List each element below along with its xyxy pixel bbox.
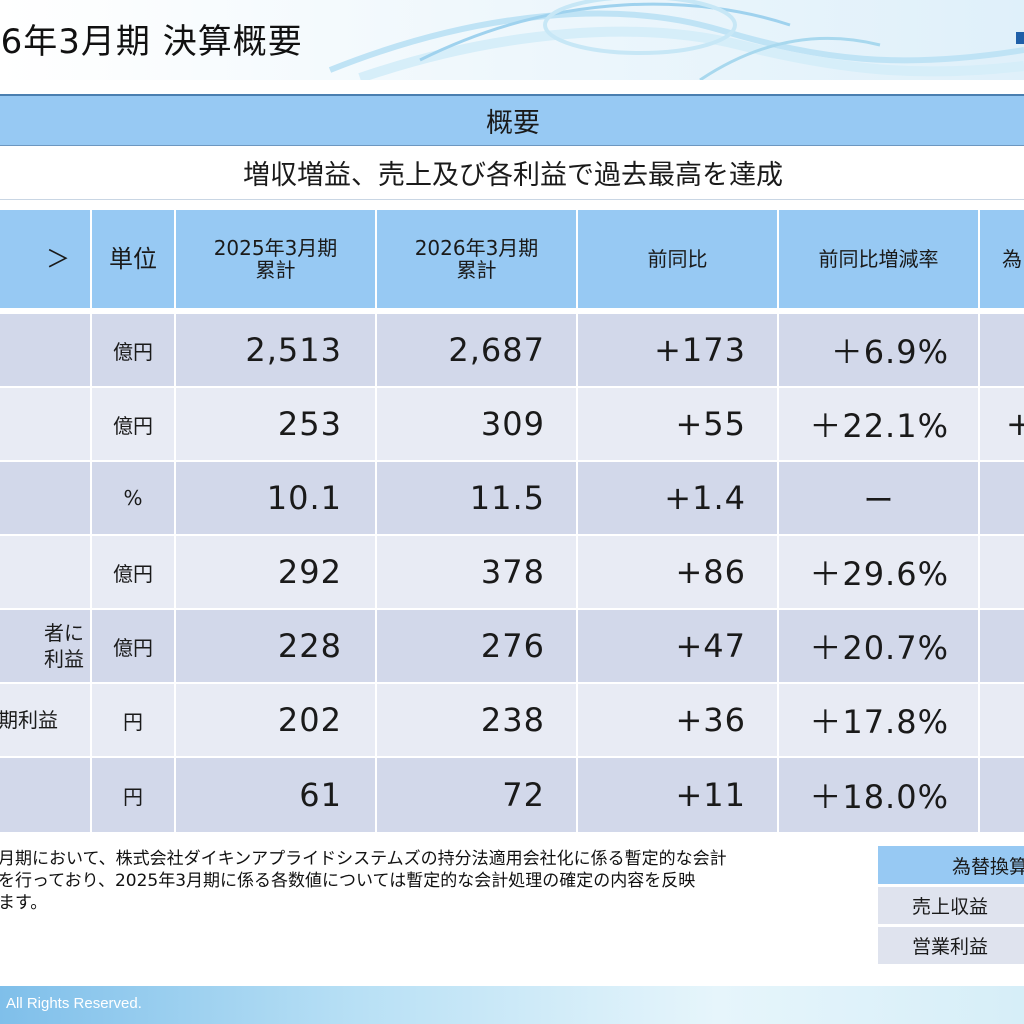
footnote: 月期において、株式会社ダイキンアプライドシステムズの持分法適用会社化に係る暫定的… xyxy=(0,848,864,914)
footnote-line: ます。 xyxy=(0,893,48,913)
row-unit: % xyxy=(123,486,143,510)
row-fy2026: 2,687 xyxy=(448,331,545,369)
row-yoy: +173 xyxy=(654,331,746,369)
header-swirl-graphic xyxy=(0,0,1024,80)
footnote-line: 月期において、株式会社ダイキンアプライドシステムズの持分法適用会社化に係る暫定的… xyxy=(0,849,727,869)
row-yoy-rate: ＋29.6% xyxy=(809,555,949,593)
row-label xyxy=(0,536,90,608)
row-fx xyxy=(980,684,1024,756)
row-label: 期利益 xyxy=(0,708,58,732)
footnote-line: を行っており、2025年3月期に係る各数値については暫定的な会計処理の確定の内容… xyxy=(0,871,696,891)
header-yoy-rate: 前同比増減率 xyxy=(779,210,978,308)
row-yoy-rate: ＋6.9% xyxy=(830,333,949,371)
row-yoy: +11 xyxy=(675,776,746,814)
header-banner: 26年3月期 決算概要 xyxy=(0,0,1024,80)
row-fy2026: 11.5 xyxy=(469,479,545,517)
table-row: 者に 利益 億円 228 276 +47 ＋20.7% xyxy=(0,610,1024,682)
column-divider xyxy=(777,314,779,832)
row-fy2025: 292 xyxy=(277,553,342,591)
row-fx xyxy=(980,536,1024,608)
row-unit: 億円 xyxy=(113,635,153,660)
header-item: ＞ xyxy=(0,210,90,308)
row-fx xyxy=(980,314,1024,386)
row-fy2025: 2,513 xyxy=(245,331,342,369)
row-yoy: +47 xyxy=(675,627,746,665)
header-fy2026: 2026年3月期 累計 xyxy=(377,210,576,308)
column-divider xyxy=(375,314,377,832)
table-row: 億円 2,513 2,687 +173 ＋6.9% xyxy=(0,314,1024,386)
table-header-row: ＞ 単位 2025年3月期 累計 2026年3月期 累計 前同比 前同比増減率 … xyxy=(0,210,1024,308)
row-fy2025: 228 xyxy=(277,627,342,665)
row-label: 者に 利益 xyxy=(44,621,84,671)
row-fy2025: 61 xyxy=(299,776,342,814)
column-divider xyxy=(576,314,578,832)
row-fy2026: 276 xyxy=(480,627,545,665)
row-label xyxy=(0,314,90,386)
row-fy2025: 202 xyxy=(277,701,342,739)
header-unit: 単位 xyxy=(92,210,174,308)
row-fx xyxy=(980,758,1024,832)
row-unit: 億円 xyxy=(113,339,153,364)
row-fy2026: 309 xyxy=(480,405,545,443)
row-yoy: +86 xyxy=(675,553,746,591)
row-fy2025: 10.1 xyxy=(266,479,342,517)
column-divider xyxy=(174,314,176,832)
footer-bar: All Rights Reserved. xyxy=(0,986,1024,1024)
row-unit: 億円 xyxy=(113,413,153,438)
row-unit: 億円 xyxy=(113,561,153,586)
column-divider xyxy=(90,314,92,832)
row-fy2026: 72 xyxy=(502,776,545,814)
row-label xyxy=(0,462,90,534)
fx-table-row: 売上収益 xyxy=(878,887,1024,924)
row-yoy-rate: ー xyxy=(863,484,894,519)
page-title: 26年3月期 決算概要 xyxy=(0,22,303,62)
row-yoy: +55 xyxy=(675,405,746,443)
row-unit: 円 xyxy=(123,709,143,734)
fx-table-row: 営業利益 xyxy=(878,927,1024,964)
table-row: 期利益 円 202 238 +36 ＋17.8% xyxy=(0,684,1024,756)
row-fy2025: 253 xyxy=(277,405,342,443)
overview-header: 概要 xyxy=(0,94,1024,146)
header-yoy: 前同比 xyxy=(578,210,777,308)
table-row: % 10.1 11.5 +1.4 ー xyxy=(0,462,1024,534)
row-unit: 円 xyxy=(123,784,143,809)
overview-summary: 増収増益、売上及び各利益で過去最高を達成 xyxy=(0,146,1024,200)
row-label xyxy=(0,388,90,460)
table-row: 億円 292 378 +86 ＋29.6% xyxy=(0,536,1024,608)
row-fx xyxy=(980,462,1024,534)
corner-logo-mark xyxy=(1016,32,1024,44)
fx-table-header: 為替換算 xyxy=(878,846,1024,884)
row-fy2026: 238 xyxy=(480,701,545,739)
row-yoy-rate: ＋20.7% xyxy=(809,629,949,667)
row-yoy-rate: ＋22.1% xyxy=(809,407,949,445)
header-fx: 為 xyxy=(980,210,1024,308)
row-label xyxy=(0,758,90,832)
row-yoy: +36 xyxy=(675,701,746,739)
row-yoy-rate: ＋18.0% xyxy=(809,778,949,816)
table-row: 円 61 72 +11 ＋18.0% xyxy=(0,758,1024,832)
row-yoy: +1.4 xyxy=(664,479,746,517)
row-yoy-rate: ＋17.8% xyxy=(809,703,949,741)
row-fx: + xyxy=(1006,405,1024,443)
row-fy2026: 378 xyxy=(480,553,545,591)
table-row: 億円 253 309 +55 ＋22.1% + xyxy=(0,388,1024,460)
copyright-text: All Rights Reserved. xyxy=(6,995,142,1012)
column-divider xyxy=(978,314,980,832)
header-fy2025: 2025年3月期 累計 xyxy=(176,210,375,308)
row-fx xyxy=(980,610,1024,682)
fx-table: 為替換算 売上収益 営業利益 xyxy=(878,846,1024,964)
